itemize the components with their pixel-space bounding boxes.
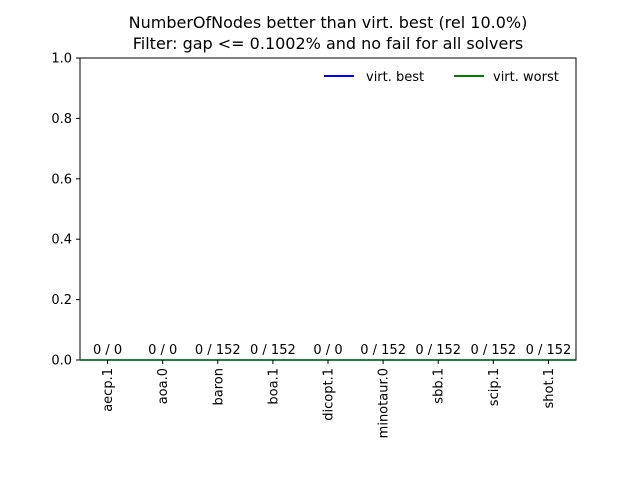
legend: virt. best virt. worst [324,70,559,85]
legend-label-virt-best: virt. best [366,70,424,85]
x-tick-label: shot.1 [542,368,557,408]
bar-value-label: 0 / 152 [470,343,516,358]
x-tick-label: dicopt.1 [322,368,337,421]
bar-value-label: 0 / 152 [360,343,406,358]
bar-value-label: 0 / 0 [313,343,342,358]
x-tick-label: aoa.0 [156,368,171,404]
bar-value-label: 0 / 152 [250,343,296,358]
x-tick-label: minotaur.0 [377,368,392,438]
y-axis: 0.0 0.2 0.4 0.6 0.8 1.0 [51,52,80,369]
y-tick-label: 0.0 [51,354,72,369]
y-tick-label: 1.0 [51,52,72,67]
bar-value-label: 0 / 152 [526,343,572,358]
chart-title-line-2: Filter: gap <= 0.1002% and no fail for a… [133,34,523,53]
plot-area [79,57,577,361]
chart-title-line-1: NumberOfNodes better than virt. best (re… [129,13,528,32]
bar-value-label: 0 / 152 [415,343,461,358]
y-tick-label: 0.6 [51,172,72,187]
x-tick-label: baron [211,368,226,405]
x-axis: aecp.1 aoa.0 baron boa.1 dicopt.1 minotaur.0 s… [101,360,557,438]
bar-value-label: 0 / 0 [148,343,177,358]
legend-label-virt-worst: virt. worst [493,70,559,85]
bar-labels: 0 / 0 0 / 0 0 / 152 0 / 152 0 / 0 0 / 152 0 / … [93,343,571,358]
y-tick-label: 0.2 [51,293,72,308]
y-tick-label: 0.8 [51,112,72,127]
x-tick-label: scip.1 [487,368,502,406]
bar-value-label: 0 / 152 [195,343,241,358]
y-tick-label: 0.4 [51,233,72,248]
x-tick-label: aecp.1 [101,368,116,412]
x-tick-label: boa.1 [266,368,281,405]
bar-value-label: 0 / 0 [93,343,122,358]
x-tick-label: sbb.1 [432,368,447,404]
